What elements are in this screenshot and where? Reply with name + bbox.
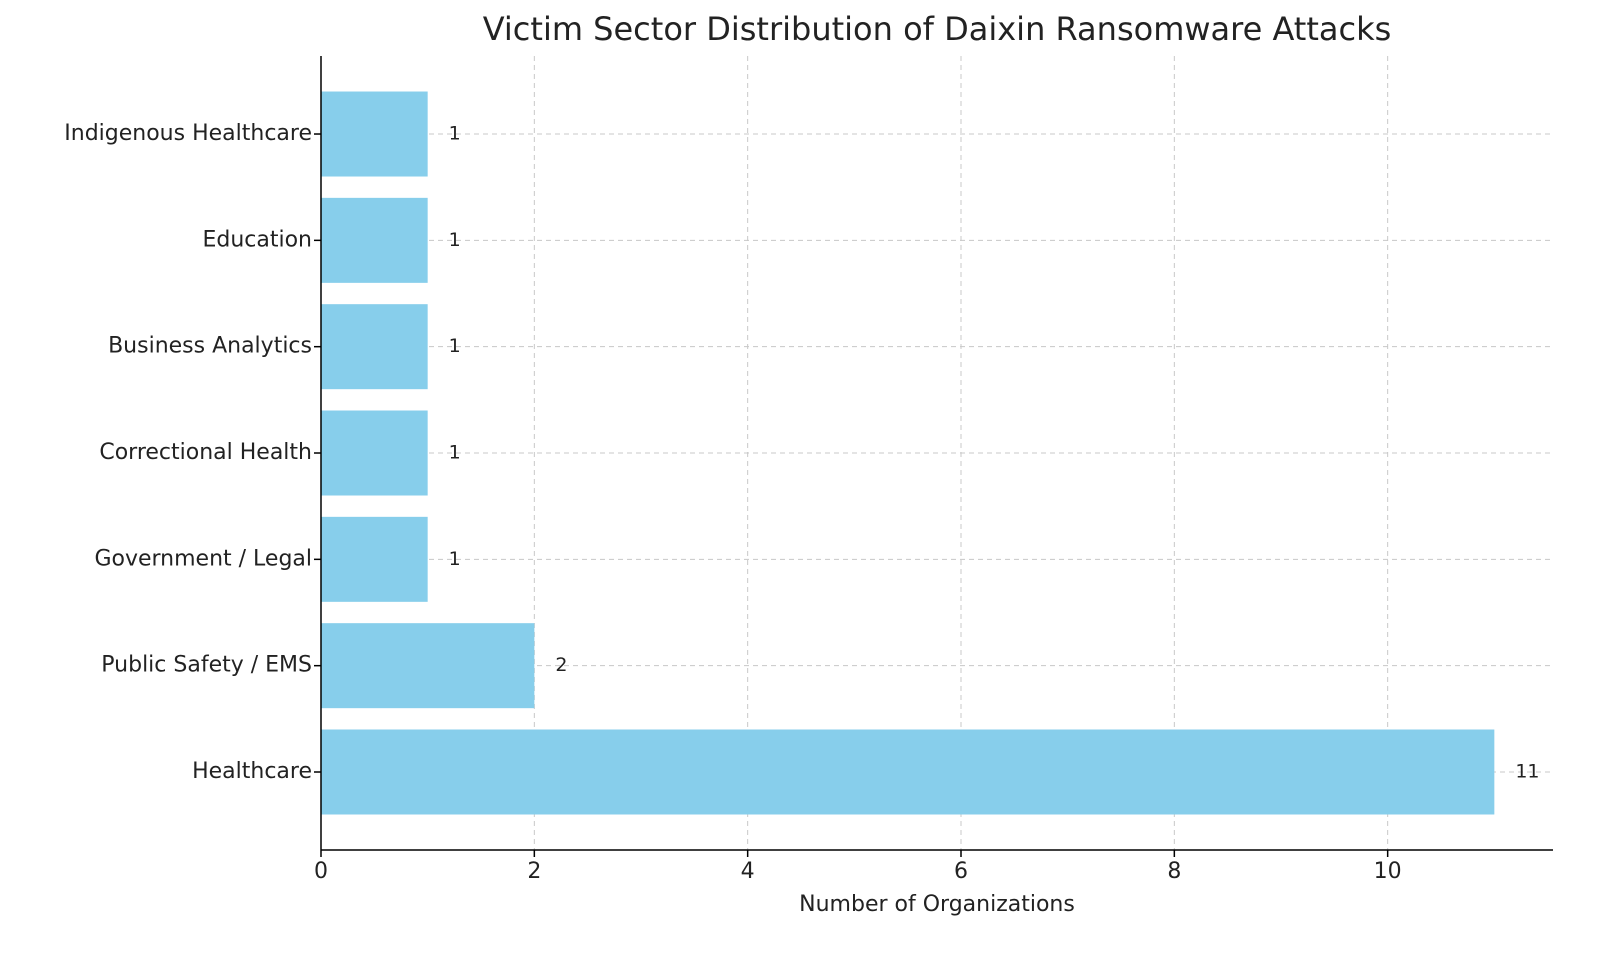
value-label: 1 xyxy=(449,548,461,570)
value-label: 1 xyxy=(449,335,461,357)
y-tick-label: Government / Legal xyxy=(94,546,312,571)
value-label: 11 xyxy=(1515,761,1539,783)
value-label: 1 xyxy=(449,123,461,145)
y-tick-label: Healthcare xyxy=(192,759,312,784)
x-tick-label: 0 xyxy=(314,859,328,884)
bar xyxy=(321,623,535,709)
bar xyxy=(321,197,428,283)
chart-title: Victim Sector Distribution of Daixin Ran… xyxy=(483,10,1392,48)
x-tick-label: 2 xyxy=(527,859,541,884)
y-tick-label: Indigenous Healthcare xyxy=(64,121,312,146)
x-tick-label: 4 xyxy=(741,859,755,884)
x-tick-label: 8 xyxy=(1167,859,1181,884)
x-axis-label: Number of Organizations xyxy=(799,892,1075,917)
y-tick-label: Education xyxy=(202,227,312,252)
y-tick-label: Public Safety / EMS xyxy=(101,653,312,678)
y-tick-label: Business Analytics xyxy=(108,334,312,359)
y-tick-label: Correctional Health xyxy=(99,440,312,465)
bar xyxy=(321,729,1495,815)
x-tick-label: 10 xyxy=(1374,859,1402,884)
value-label: 1 xyxy=(449,229,461,251)
bar xyxy=(321,91,428,177)
bar xyxy=(321,304,428,390)
bar xyxy=(321,516,428,602)
value-label: 2 xyxy=(555,654,567,676)
x-tick-label: 6 xyxy=(954,859,968,884)
value-label: 1 xyxy=(449,442,461,464)
bar xyxy=(321,410,428,496)
